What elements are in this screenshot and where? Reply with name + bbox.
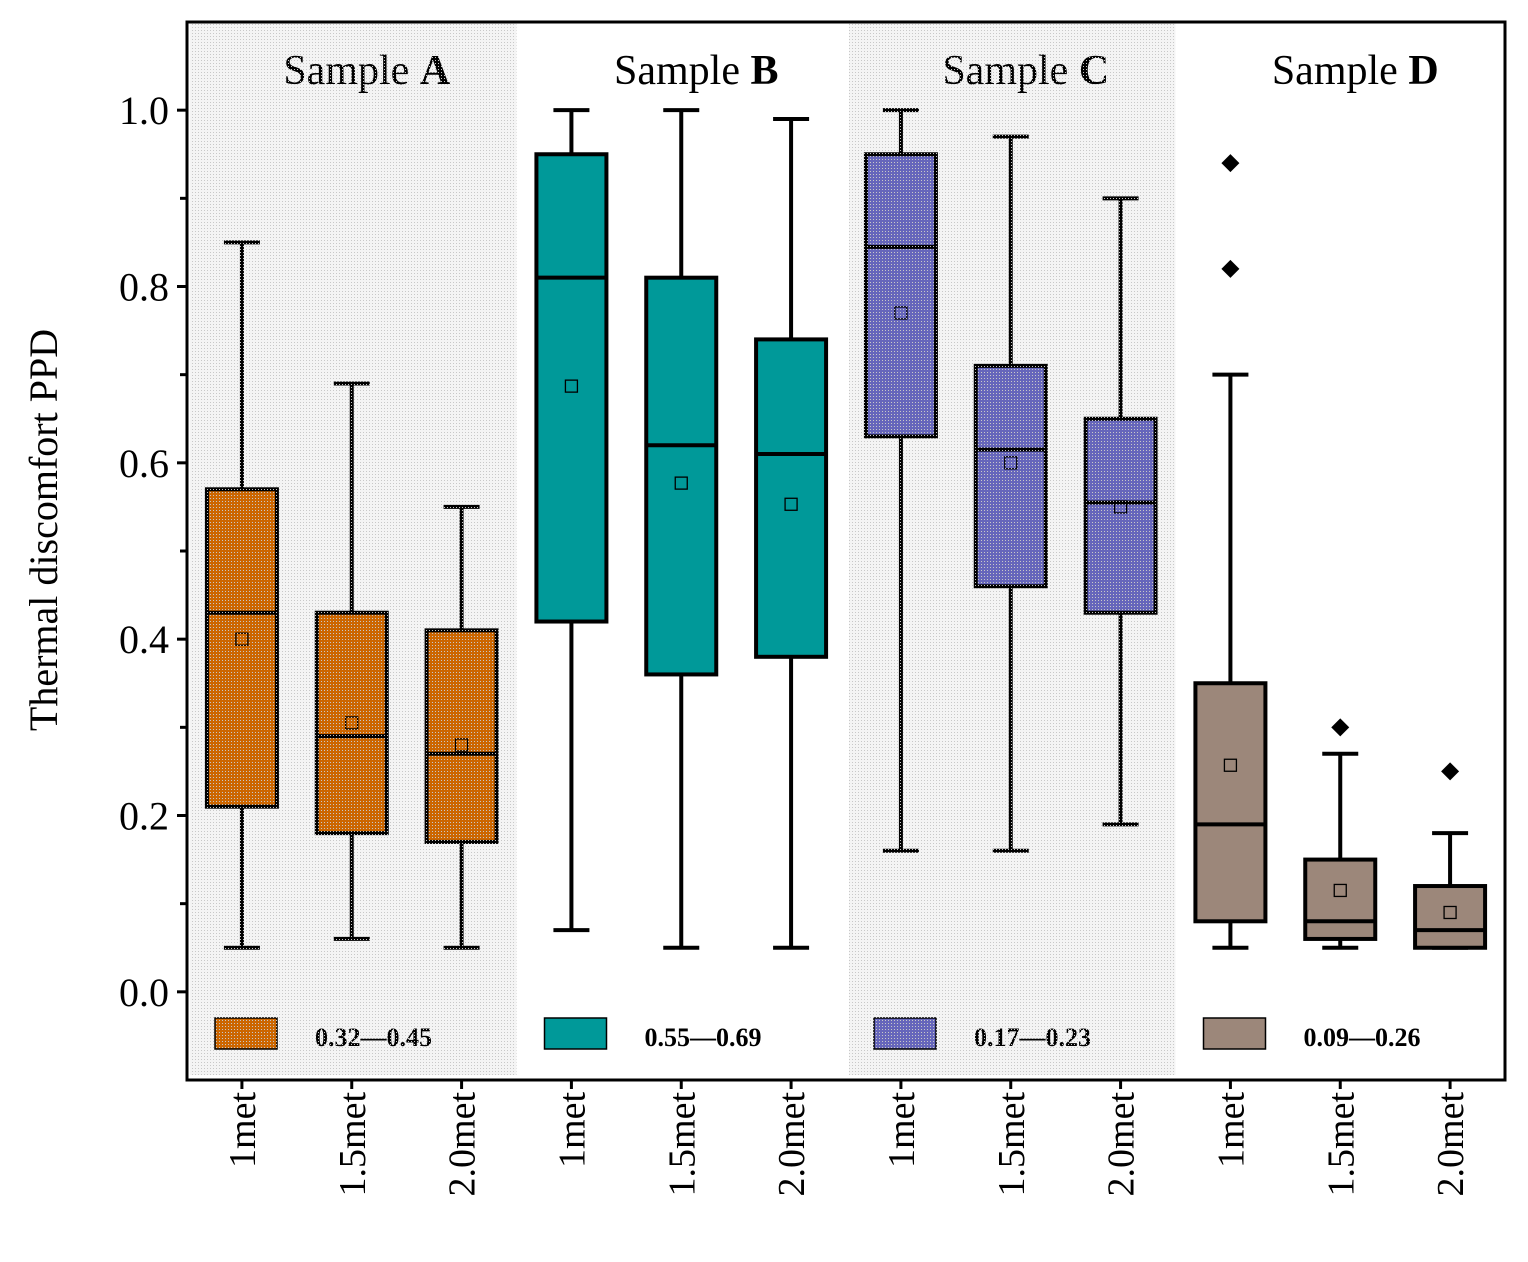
- x-tick-label: 1met: [881, 1092, 923, 1168]
- mean-marker: [1333, 883, 1347, 898]
- box-iqr: [534, 152, 609, 624]
- x-tick-label: 2.0met: [1101, 1092, 1143, 1197]
- y-tick-label: 0.6: [119, 441, 169, 486]
- x-tick-label: 1met: [1210, 1092, 1252, 1168]
- x-tick-label: 1.5met: [1320, 1092, 1362, 1197]
- mean-marker: [1223, 758, 1238, 772]
- x-tick-label: 2.0met: [1430, 1092, 1472, 1197]
- outlier-point: [1221, 154, 1240, 173]
- y-tick-label: 1.0: [119, 88, 169, 133]
- box-iqr: [1193, 681, 1268, 924]
- outlier-point: [1331, 718, 1350, 737]
- box-D-2.0met: [1413, 762, 1488, 950]
- sample-title-B: Sample B: [614, 48, 779, 94]
- y-tick-label: 0.0: [119, 970, 169, 1015]
- x-tick-label: 1met: [551, 1092, 593, 1168]
- x-tick-label: 1.5met: [332, 1092, 374, 1197]
- mean-marker: [564, 379, 579, 393]
- x-tick-label: 1met: [222, 1092, 264, 1168]
- mean-marker: [674, 476, 688, 490]
- legend-label-D: 0.09—0.26: [1304, 1023, 1421, 1052]
- box-D-1met: [1193, 154, 1268, 950]
- box-B-1met: [534, 108, 609, 933]
- x-tick-label: 1.5met: [661, 1092, 703, 1197]
- shaded-panel-texture-C: [849, 22, 1176, 1075]
- box-B-2.0met: [754, 116, 829, 950]
- legend-label-B: 0.55—0.69: [645, 1023, 762, 1052]
- outlier-point: [1221, 259, 1240, 278]
- mean-marker: [1443, 905, 1457, 920]
- box-B-1.5met: [644, 108, 719, 950]
- outlier-point: [1441, 762, 1460, 781]
- shaded-panel-texture-A: [190, 22, 517, 1075]
- y-tick-label: 0.2: [119, 794, 169, 839]
- y-tick-label: 0.8: [119, 265, 169, 310]
- legend-swatch-D: [1202, 1017, 1267, 1050]
- y-tick-label: 0.4: [119, 617, 169, 662]
- box-iqr: [1413, 884, 1488, 950]
- x-tick-label: 2.0met: [771, 1092, 813, 1197]
- sample-title-D: Sample D: [1272, 48, 1439, 94]
- x-tick-label: 1.5met: [991, 1092, 1033, 1197]
- mean-marker: [784, 497, 798, 511]
- box-iqr: [1303, 857, 1378, 941]
- y-axis-label: Thermal discomfort PPD: [21, 329, 66, 731]
- box-D-1.5met: [1303, 718, 1378, 950]
- x-tick-label: 2.0met: [442, 1092, 484, 1197]
- box-iqr: [644, 275, 719, 677]
- legend-swatch-B: [543, 1017, 608, 1050]
